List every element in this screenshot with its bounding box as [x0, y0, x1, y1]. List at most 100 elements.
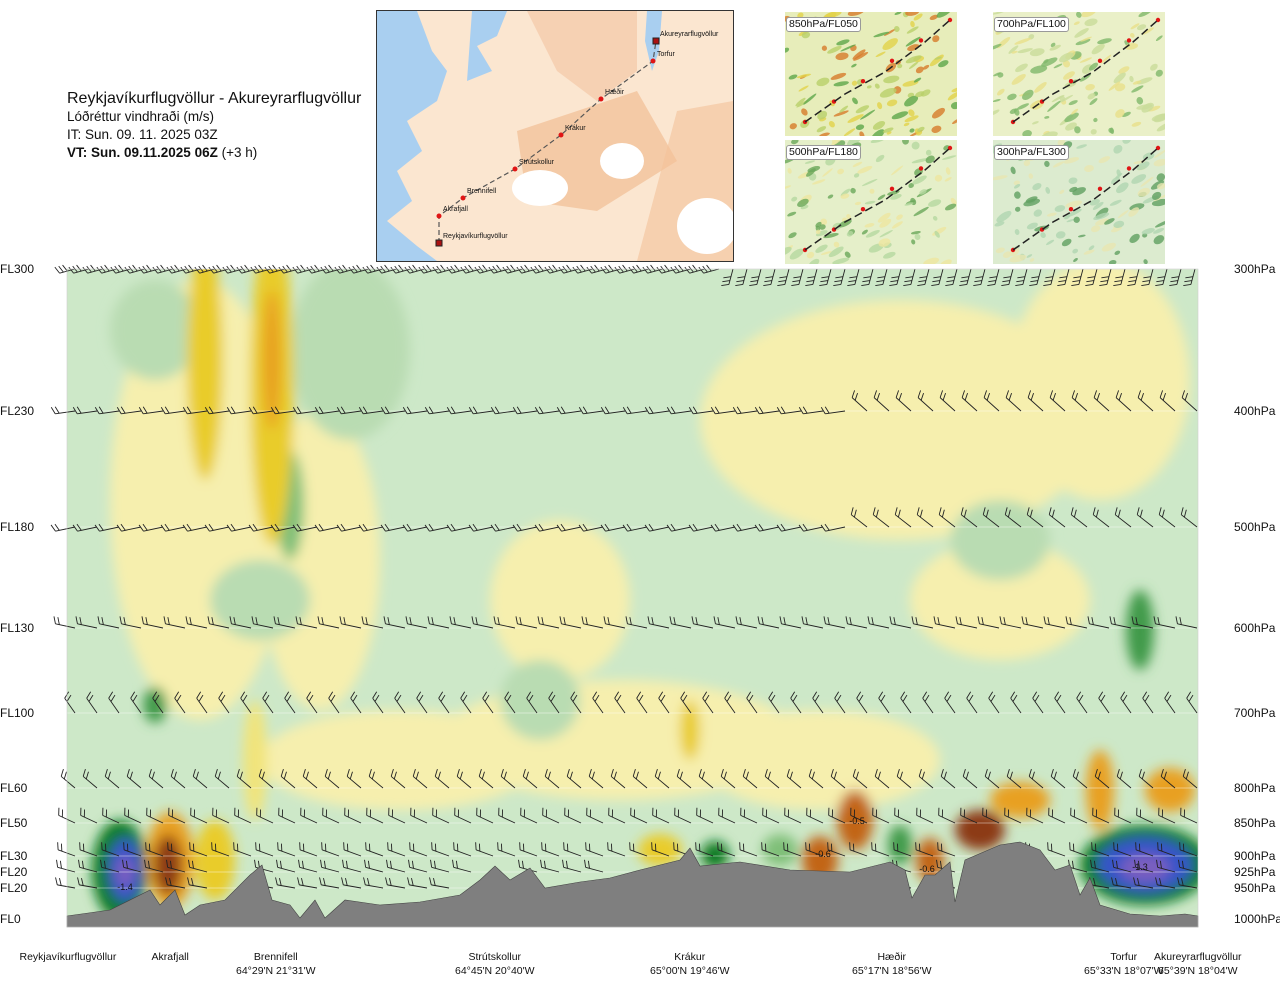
wind-barb: [1164, 691, 1176, 714]
wind-barb: [388, 807, 406, 824]
wind-barb: [409, 842, 428, 857]
wind-barb: [255, 842, 274, 857]
wind-barb: [812, 691, 824, 714]
wind-barb: [776, 523, 802, 532]
wind-barb: [1001, 268, 1014, 286]
wind-barb: [80, 807, 98, 824]
wind-barb: [1032, 691, 1044, 714]
flight-level-label: FL230: [0, 404, 35, 418]
map-waypoint-1: [652, 37, 660, 45]
wind-barb: [365, 842, 384, 857]
wind-barb: [651, 842, 670, 857]
wind-barb: [324, 769, 340, 789]
map-waypoint-label: Strútskollur: [519, 159, 555, 166]
wind-barb: [1029, 268, 1042, 286]
field-cell: [837, 790, 873, 850]
pressure-level-label: 950hPa: [1234, 881, 1276, 895]
wind-barb: [1087, 616, 1110, 629]
wind-barb: [534, 523, 560, 532]
wind-barb: [344, 807, 362, 824]
field-cell: [762, 834, 798, 866]
location-coords: 64°29'N 21°31'W: [236, 965, 316, 977]
wind-barb: [1071, 268, 1084, 286]
wind-barb: [702, 691, 714, 714]
wind-barb: [138, 406, 164, 415]
wind-barb: [720, 769, 736, 789]
field-cell: [1120, 854, 1170, 882]
wind-barb: [123, 842, 142, 857]
wind-barb: [938, 807, 956, 824]
wind-barb: [306, 691, 318, 714]
location-name: Reykjavíkurflugvöllur: [19, 951, 117, 963]
wind-barb: [408, 859, 428, 873]
location-coords: 65°17'N 18°56'W: [852, 965, 932, 977]
wind-barb: [592, 691, 604, 714]
pressure-level-label: 800hPa: [1234, 781, 1276, 795]
wind-barb: [167, 842, 186, 857]
wind-barb: [955, 616, 978, 629]
wind-barb: [97, 616, 120, 629]
wind-barb: [475, 842, 494, 857]
wind-barb: [1069, 842, 1088, 857]
wind-barb: [584, 859, 604, 873]
wind-barb: [676, 769, 692, 789]
wind-barb: [732, 406, 758, 415]
wind-barb: [1043, 616, 1066, 629]
wind-barb: [1010, 691, 1022, 714]
wind-barb: [190, 807, 208, 824]
field-cell: [1086, 750, 1114, 830]
wind-barb: [570, 691, 582, 714]
field-cell: [490, 520, 630, 680]
level-map-500[interactable]: 500hPa/FL180: [785, 140, 957, 264]
value-annotation: -1.3: [1132, 862, 1148, 872]
wind-barb: [101, 842, 120, 857]
wind-barb: [204, 406, 230, 415]
wind-barb: [1071, 390, 1088, 412]
level-map-label: 500hPa/FL180: [786, 145, 861, 160]
level-map-300[interactable]: 300hPa/FL300: [993, 140, 1165, 264]
wind-barb: [482, 691, 494, 714]
wind-barb: [718, 807, 736, 824]
wind-barb: [380, 523, 406, 532]
wind-barb: [314, 406, 340, 415]
wind-barb: [1005, 390, 1022, 412]
route-map-graphic: [377, 11, 733, 261]
wind-barb: [453, 842, 472, 857]
wind-barb: [1054, 691, 1066, 714]
wind-barb: [476, 807, 494, 824]
wind-barb: [196, 691, 208, 714]
wind-barb: [632, 769, 648, 789]
pressure-level-label: 700hPa: [1234, 706, 1276, 720]
level-map-700[interactable]: 700hPa/FL100: [993, 12, 1165, 136]
wind-barb: [534, 406, 560, 415]
wind-barb: [212, 807, 230, 824]
field-cell: [638, 834, 682, 866]
wind-barb: [669, 616, 692, 629]
wind-barb: [761, 842, 780, 857]
wind-barb: [559, 616, 582, 629]
level-map-850[interactable]: 850hPa/FL050: [785, 12, 957, 136]
flight-level-label: FL0: [0, 912, 21, 926]
wind-barb: [982, 507, 1000, 528]
wind-barb: [1072, 769, 1088, 789]
wind-barb: [446, 523, 472, 532]
wind-barb: [1048, 507, 1066, 528]
wind-barb: [1004, 507, 1022, 528]
wind-barb: [850, 507, 868, 528]
wind-barb: [299, 842, 318, 857]
wind-barb: [1181, 390, 1198, 412]
wind-barb: [429, 877, 450, 889]
wind-barb: [585, 842, 604, 857]
wind-barb: [72, 523, 98, 532]
wind-barb: [1127, 268, 1140, 286]
wind-barb: [50, 523, 76, 532]
wind-barb: [341, 877, 362, 889]
wind-barb: [182, 406, 208, 415]
wind-barb: [490, 523, 516, 532]
wind-barb: [1111, 877, 1132, 889]
wind-barb: [962, 769, 978, 789]
wind-barb: [735, 268, 748, 286]
wind-barb: [695, 842, 714, 857]
wind-barb: [1156, 859, 1176, 873]
wind-barb: [754, 523, 780, 532]
